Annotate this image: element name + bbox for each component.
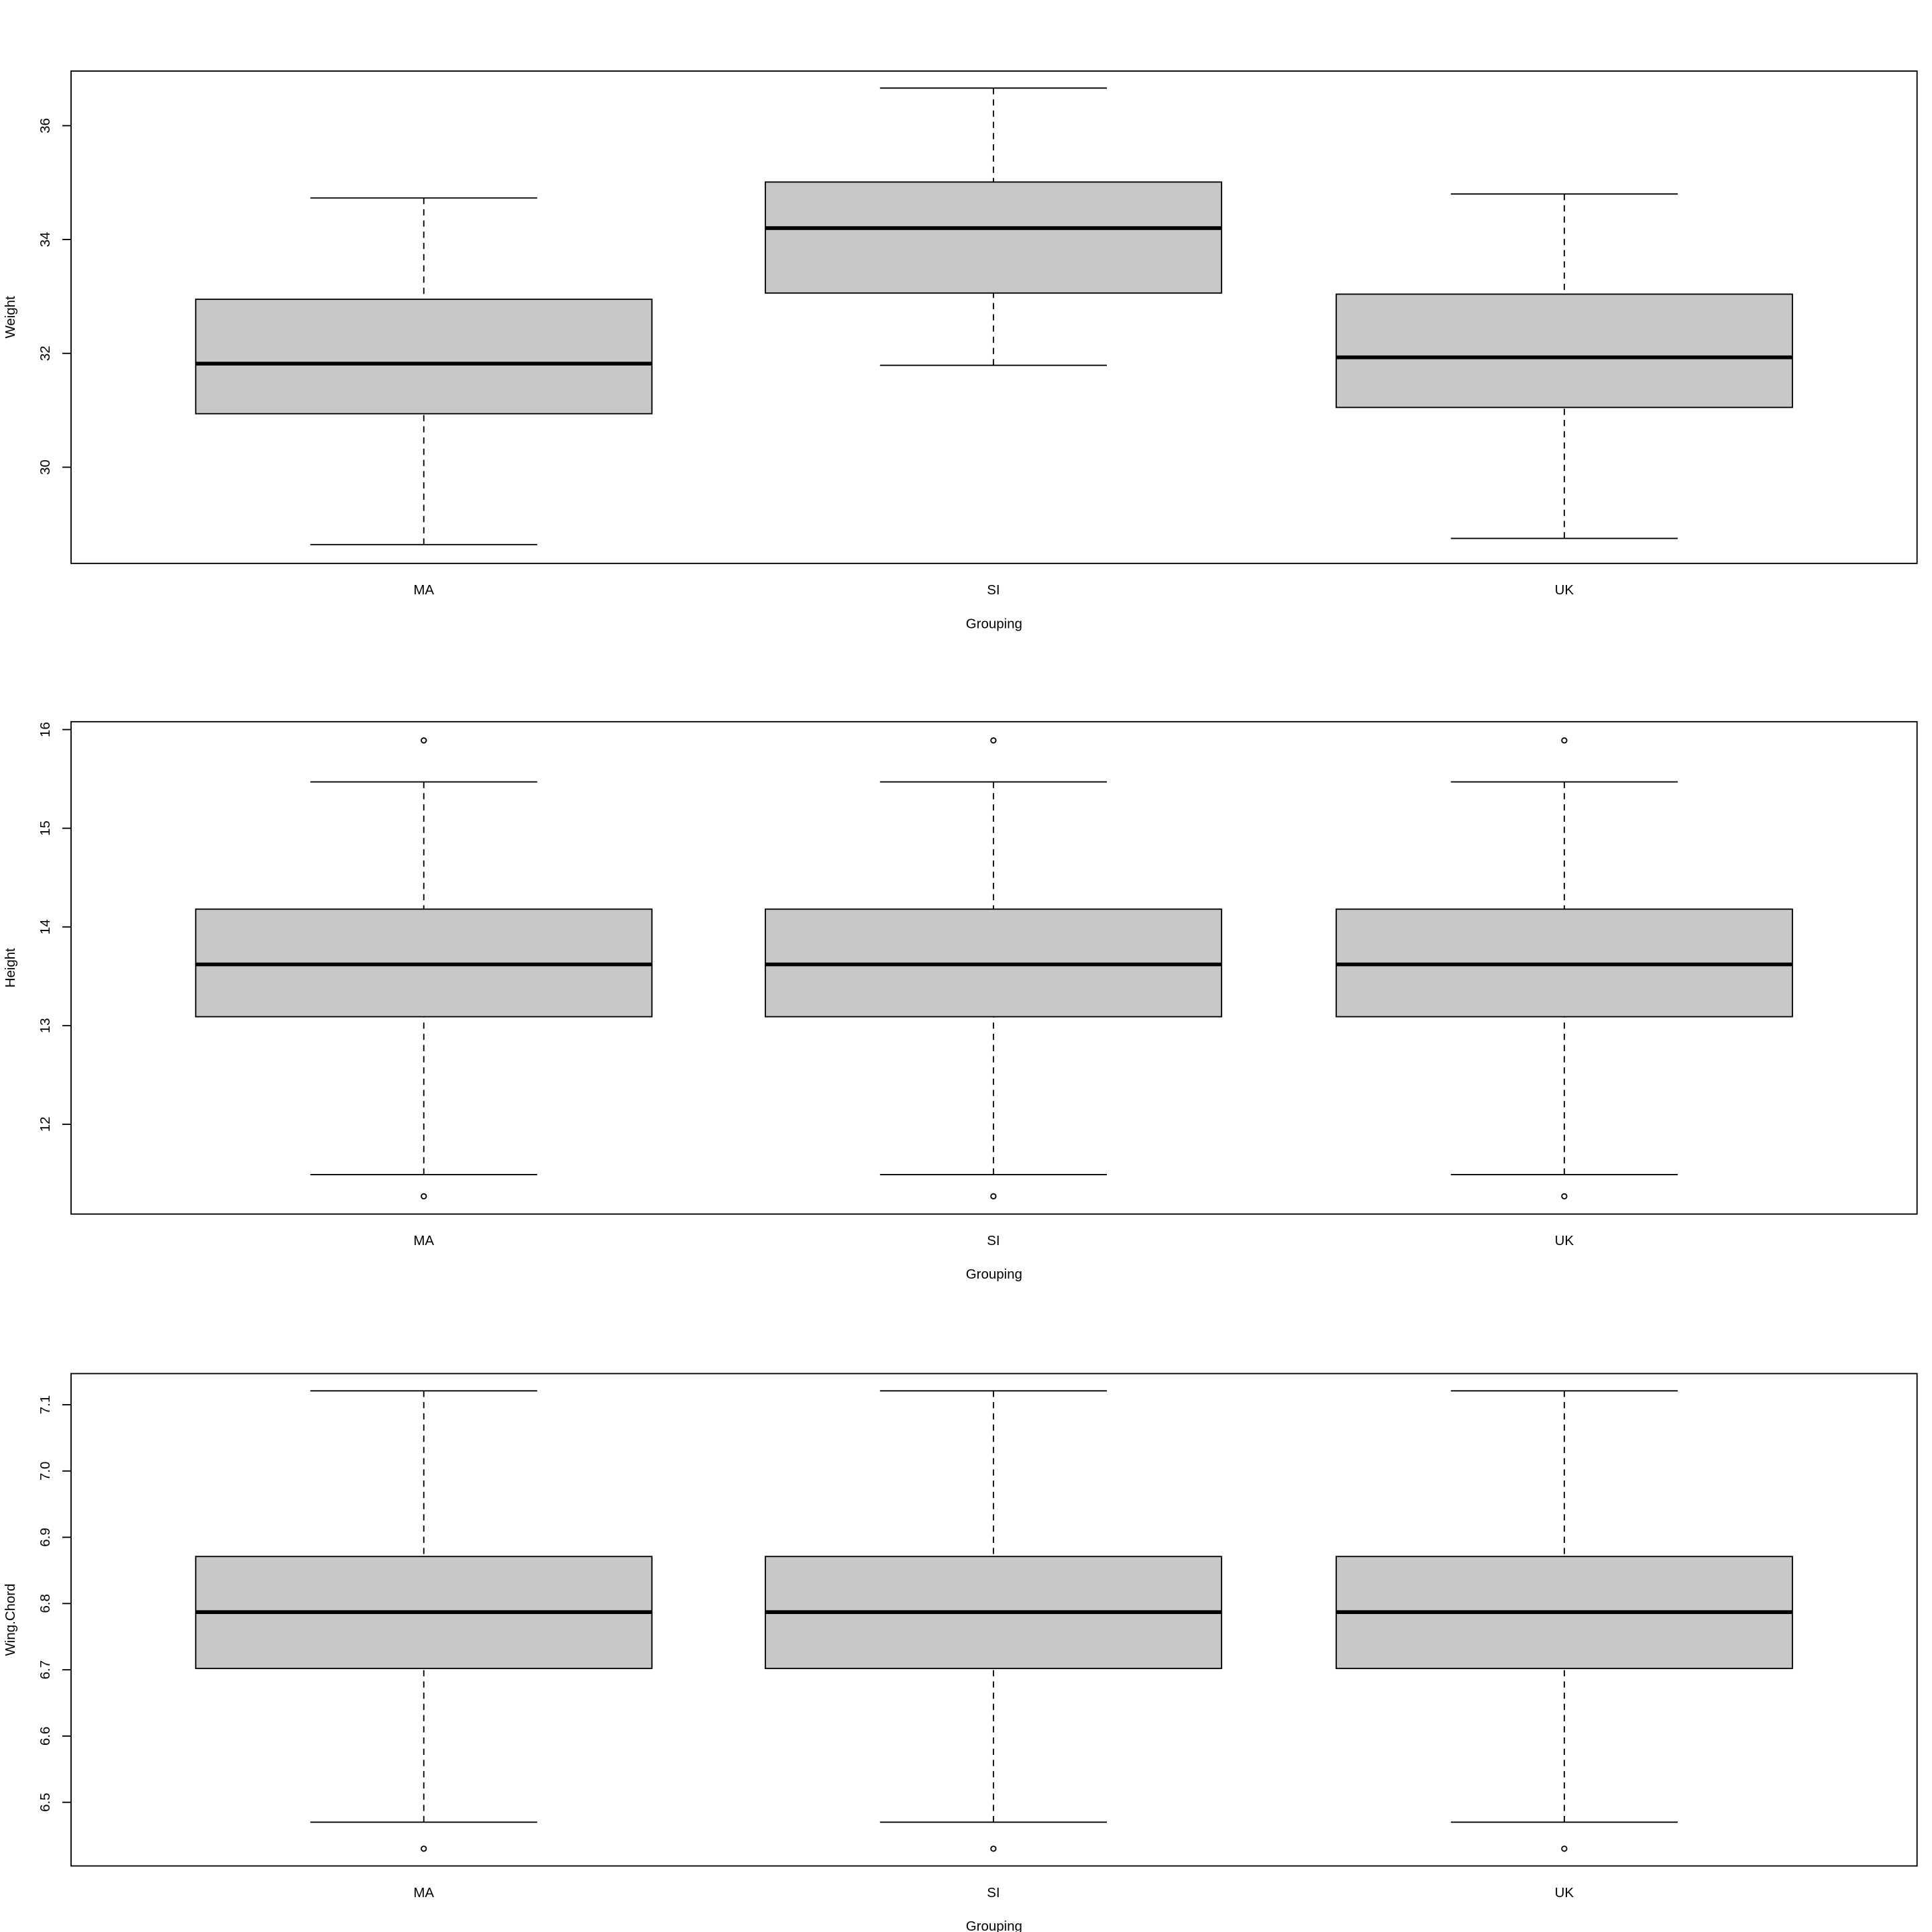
outlier <box>1561 1845 1568 1852</box>
y-tick-label: 7.1 <box>38 1395 53 1414</box>
outlier <box>421 1193 427 1199</box>
x-tick-label: UK <box>1555 1234 1574 1248</box>
outlier <box>1561 1193 1568 1199</box>
outlier <box>421 1845 427 1852</box>
y-axis-label: Height <box>3 948 18 987</box>
y-tick-label: 7.0 <box>38 1462 53 1481</box>
y-tick-label: 13 <box>38 1018 53 1033</box>
x-tick-label: MA <box>413 583 434 598</box>
plot-frame <box>70 720 1918 1215</box>
y-tick-label: 6.5 <box>38 1792 53 1811</box>
outlier <box>990 737 997 744</box>
y-tick-label: 6.7 <box>38 1660 53 1679</box>
x-axis-label: Grouping <box>966 1267 1022 1282</box>
x-tick-label: UK <box>1555 1886 1574 1900</box>
y-tick-label: 6.6 <box>38 1727 53 1746</box>
y-tick-label: 16 <box>38 722 53 737</box>
y-tick-label: 6.9 <box>38 1527 53 1546</box>
y-tick-label: 6.8 <box>38 1594 53 1613</box>
y-tick-label: 32 <box>38 345 53 361</box>
x-tick-label: SI <box>987 583 1000 598</box>
x-tick-label: MA <box>413 1234 434 1248</box>
x-axis-label: Grouping <box>966 1919 1022 1932</box>
x-tick-label: UK <box>1555 583 1574 598</box>
x-tick-label: SI <box>987 1886 1000 1900</box>
y-tick-label: 30 <box>38 460 53 475</box>
y-axis-label: Wing.Chord <box>3 1584 18 1656</box>
outlier <box>990 1193 997 1199</box>
outlier <box>990 1845 997 1852</box>
x-axis-label: Grouping <box>966 616 1022 631</box>
box <box>195 299 653 415</box>
box <box>764 181 1222 294</box>
plot-frame <box>70 70 1918 564</box>
y-tick-label: 12 <box>38 1117 53 1132</box>
y-tick-label: 36 <box>38 118 53 133</box>
x-tick-label: MA <box>413 1886 434 1900</box>
y-tick-label: 34 <box>38 232 53 248</box>
outlier <box>1561 737 1568 744</box>
box <box>1335 293 1793 409</box>
outlier <box>421 737 427 744</box>
x-tick-label: SI <box>987 1234 1000 1248</box>
plot-frame <box>70 1373 1918 1867</box>
y-axis-label: Weight <box>3 296 18 339</box>
y-tick-label: 14 <box>38 919 53 934</box>
y-tick-label: 15 <box>38 820 53 836</box>
